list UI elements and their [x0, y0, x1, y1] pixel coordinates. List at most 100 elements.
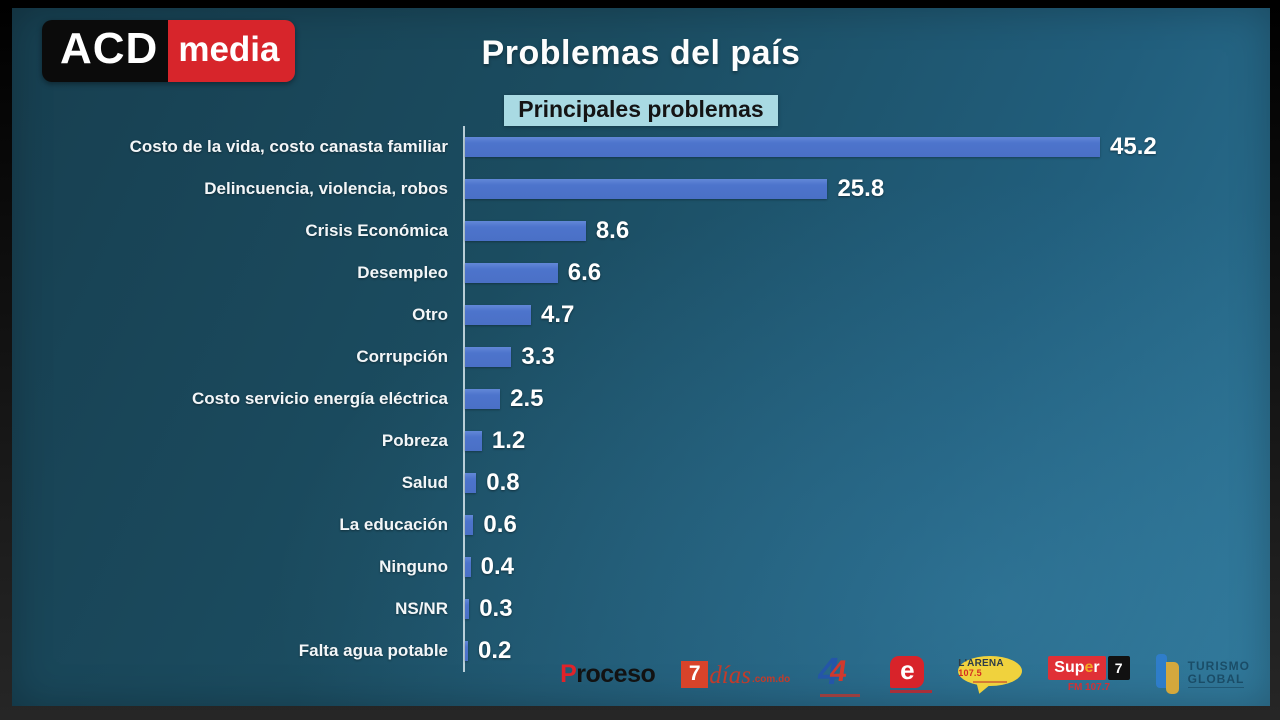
- acd-logo-red-part: media: [168, 20, 296, 82]
- plot-area: 0.3: [463, 588, 1270, 630]
- bar: [465, 347, 512, 367]
- arena-word: L'ARENA: [958, 658, 1004, 669]
- slide-background: ACD media Problemas del país Principales…: [12, 8, 1270, 706]
- value-label: 0.4: [480, 553, 514, 580]
- turismo-global-icon: [1155, 654, 1182, 694]
- turismo-icon-blue-shape: [1155, 654, 1167, 688]
- chart-subtitle-badge: Principales problemas: [504, 95, 778, 126]
- plot-area: 45.2: [463, 126, 1270, 168]
- plot-area: 25.8: [463, 168, 1270, 210]
- category-label: Crisis Económica: [305, 221, 448, 240]
- la-arena-logo: L'ARENA 107.5: [958, 654, 1023, 696]
- canal4-red-four: 4: [828, 655, 850, 688]
- arena-subtext: [973, 681, 1008, 683]
- plot-area: 4.7: [463, 294, 1270, 336]
- bar: [465, 473, 477, 493]
- chart-row: Costo de la vida, costo canasta familiar…: [12, 126, 1270, 168]
- proceso-rest: roceso: [576, 659, 656, 688]
- value-label: 1.2: [491, 427, 526, 454]
- turismo-global-logo: TURISMO GLOBAL: [1155, 654, 1250, 694]
- chart-rows: Costo de la vida, costo canasta familiar…: [12, 126, 1270, 672]
- proceso-logo: Proceso: [560, 659, 656, 689]
- chart-row: Ninguno 0.4: [12, 546, 1270, 588]
- chart-row: Crisis Económica 8.6: [12, 210, 1270, 252]
- turismo-icon-yellow-shape: [1165, 662, 1179, 694]
- page-title: Problemas del país: [481, 34, 801, 72]
- super7-red-box: Sup e r: [1048, 655, 1106, 680]
- bar: [465, 305, 532, 325]
- plot-area: 8.6: [463, 210, 1270, 252]
- super7-seven-box: 7: [1107, 655, 1130, 680]
- chart-row: Corrupción 3.3: [12, 336, 1270, 378]
- bar: [465, 179, 828, 199]
- super7-word-a: Sup: [1054, 658, 1085, 676]
- value-label: 0.6: [483, 511, 517, 538]
- value-label: 0.3: [479, 595, 513, 622]
- arena-speech-bubble-icon: L'ARENA 107.5: [958, 656, 1023, 686]
- e-badge-icon: e: [890, 655, 925, 688]
- header: Problemas del país Principales problemas: [12, 8, 1270, 126]
- category-label: Ninguno: [379, 557, 448, 576]
- canal4-baseline: [820, 694, 861, 697]
- turismo-line2: GLOBAL: [1187, 671, 1245, 686]
- value-label: 25.8: [837, 175, 885, 202]
- bar: [465, 599, 470, 619]
- super7-word-b: e: [1084, 658, 1094, 676]
- category-label: Corrupción: [356, 347, 448, 366]
- acd-media-logo: ACD media: [42, 20, 296, 82]
- canal4-logo: 4 4: [815, 651, 864, 697]
- e-logo-subtext: [890, 689, 933, 693]
- proceso-initial: P: [560, 659, 577, 688]
- 7dias-seven-icon: 7: [681, 660, 709, 688]
- chart-row: Salud 0.8: [12, 462, 1270, 504]
- plot-area: 0.8: [463, 462, 1270, 504]
- chart-row: NS/NR 0.3: [12, 588, 1270, 630]
- plot-area: 2.5: [463, 378, 1270, 420]
- bar: [465, 431, 482, 451]
- turismo-global-text: TURISMO GLOBAL: [1187, 658, 1250, 689]
- category-label: Falta agua potable: [298, 641, 448, 660]
- category-label: La educación: [339, 515, 448, 534]
- chart-row: Otro 4.7: [12, 294, 1270, 336]
- e-logo: e: [890, 655, 933, 693]
- turismo-line1: TURISMO: [1187, 658, 1250, 673]
- value-label: 3.3: [521, 343, 555, 370]
- value-label: 45.2: [1110, 133, 1157, 160]
- chart-row: La educación 0.6: [12, 504, 1270, 546]
- category-label: NS/NR: [395, 599, 448, 618]
- bar: [465, 515, 474, 535]
- value-label: 6.6: [567, 259, 602, 286]
- plot-area: 0.4: [463, 546, 1270, 588]
- plot-area: 0.6: [463, 504, 1270, 546]
- bar-chart: Costo de la vida, costo canasta familiar…: [12, 126, 1270, 672]
- category-label: Desempleo: [357, 263, 448, 282]
- plot-area: 0.2: [463, 630, 1270, 672]
- acd-logo-black-part: ACD: [42, 20, 169, 82]
- chart-row: Pobreza 1.2: [12, 420, 1270, 462]
- value-label: 0.2: [478, 637, 512, 664]
- super7-logo: Sup e r 7 FM 107.7: [1048, 655, 1130, 693]
- 7dias-logo: 7 días .com.do: [681, 660, 790, 688]
- arena-text: L'ARENA 107.5: [958, 659, 1022, 679]
- value-label: 2.5: [510, 385, 544, 412]
- bar: [465, 389, 501, 409]
- super7-word-c: r: [1093, 658, 1100, 676]
- bar: [465, 137, 1100, 157]
- category-label: Delincuencia, violencia, robos: [204, 179, 448, 198]
- value-label: 4.7: [541, 301, 575, 328]
- super7-wordmark: Sup e r 7: [1048, 655, 1130, 680]
- category-label: Salud: [401, 473, 448, 492]
- sponsor-logos-bar: Proceso 7 días .com.do 4 4 e L'ARENA 107…: [560, 646, 1250, 702]
- bar: [465, 263, 558, 283]
- bar: [465, 221, 586, 241]
- plot-area: 3.3: [463, 336, 1270, 378]
- category-label: Pobreza: [381, 431, 448, 450]
- category-label: Costo servicio energía eléctrica: [191, 389, 448, 408]
- bar: [465, 641, 468, 661]
- plot-area: 1.2: [463, 420, 1270, 462]
- category-label: Costo de la vida, costo canasta familiar: [129, 137, 448, 156]
- plot-area: 6.6: [463, 252, 1270, 294]
- value-label: 8.6: [595, 217, 630, 244]
- arena-frequency: 107.5: [958, 668, 982, 678]
- super7-frequency: FM 107.7: [1067, 681, 1111, 693]
